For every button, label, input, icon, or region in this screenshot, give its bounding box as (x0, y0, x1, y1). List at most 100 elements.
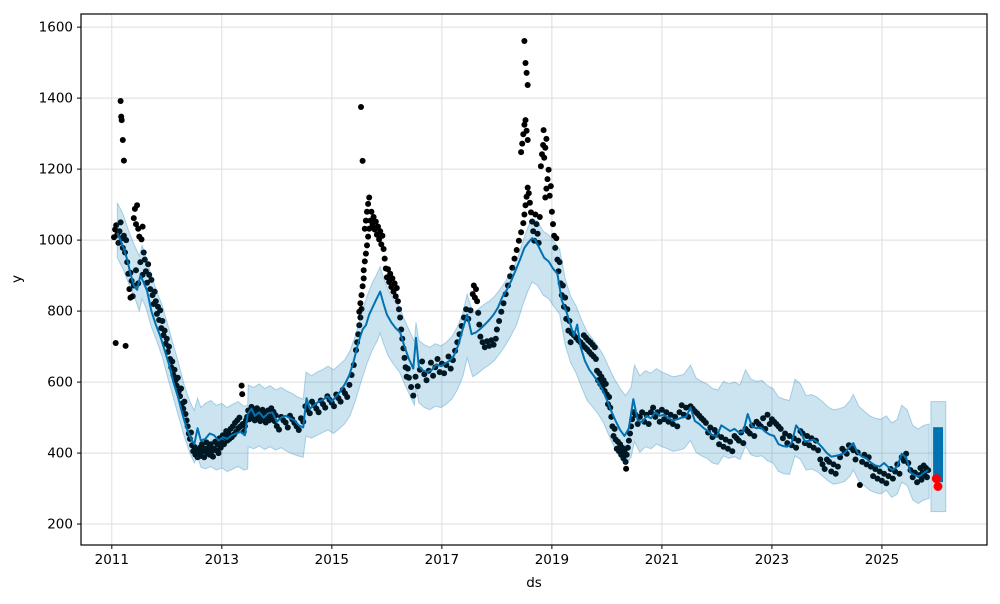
observed-point (676, 409, 683, 416)
observed-point (918, 476, 925, 483)
observed-point (490, 341, 497, 348)
observed-point (622, 458, 629, 465)
observed-point (181, 398, 188, 405)
observed-point (496, 318, 503, 324)
observed-point (872, 466, 879, 472)
observed-point (543, 185, 550, 192)
observed-point (404, 365, 411, 372)
observed-point (140, 249, 147, 256)
observed-point (445, 353, 452, 360)
observed-point (423, 377, 430, 384)
observed-point (427, 359, 434, 366)
observed-point (151, 288, 158, 295)
observed-point (120, 157, 127, 164)
observed-point (870, 473, 877, 480)
observed-point (139, 223, 146, 230)
observed-point (379, 232, 386, 239)
x-tick-label: 2025 (865, 552, 899, 568)
observed-point (389, 275, 396, 282)
highlighted-point (933, 481, 943, 491)
observed-point (147, 286, 154, 293)
observed-point (533, 221, 540, 228)
observed-point (130, 215, 137, 222)
axes-layer: 2011 2013 2015 2017 2019 2021 2023 2025 200 400 60… (39, 13, 988, 568)
observed-point (650, 404, 657, 411)
observed-point (545, 166, 552, 173)
observed-point (137, 259, 144, 266)
observed-point (889, 475, 896, 482)
observed-point (391, 280, 398, 287)
observed-point (500, 300, 507, 307)
observed-point (661, 416, 668, 423)
observed-point (881, 470, 888, 477)
observed-point (174, 374, 181, 381)
observed-point (358, 292, 365, 299)
observed-point (357, 314, 364, 321)
observed-point (396, 306, 402, 313)
observed-point (447, 365, 454, 372)
observed-point (530, 228, 537, 235)
observed-point (702, 419, 709, 426)
observed-point (914, 479, 921, 486)
observed-point (359, 283, 366, 290)
observed-point (727, 438, 734, 445)
observed-point (509, 264, 516, 271)
observed-point (295, 427, 302, 433)
observed-point (476, 321, 483, 328)
x-axis-label: ds (526, 575, 542, 591)
x-tick-label: 2021 (645, 552, 679, 568)
observed-point (746, 430, 753, 437)
observed-point (238, 382, 245, 389)
observed-point (419, 358, 426, 365)
observed-point (647, 409, 654, 416)
observed-point (368, 208, 375, 215)
observed-point (627, 430, 633, 437)
observed-point (276, 426, 282, 433)
observed-point (707, 424, 714, 431)
uncertainty-band (116, 202, 930, 505)
observed-point (718, 434, 725, 441)
observed-point (112, 340, 119, 346)
observed-point (148, 276, 155, 283)
observed-point (523, 127, 530, 134)
observed-point (740, 440, 747, 447)
observed-point (521, 211, 528, 218)
observed-point (364, 208, 370, 215)
observed-point (134, 202, 141, 209)
observed-point (656, 418, 663, 425)
observed-point (498, 308, 505, 315)
y-tick-label: 1000 (39, 233, 73, 249)
observed-point (924, 474, 930, 481)
observed-point (511, 255, 518, 262)
observed-point (760, 415, 767, 422)
observed-point (751, 433, 758, 439)
observed-point (357, 300, 364, 307)
observed-point (729, 448, 736, 455)
observed-point (441, 370, 448, 377)
forecast-line (116, 232, 929, 478)
observed-point (157, 307, 164, 314)
observed-point (282, 419, 289, 426)
observed-point (401, 354, 408, 361)
observed-point (405, 374, 412, 381)
observed-point (171, 366, 178, 373)
observed-point (674, 423, 681, 430)
x-tick-label: 2017 (425, 552, 459, 568)
observed-point (537, 163, 544, 170)
observed-point (896, 470, 903, 477)
observed-point (393, 285, 400, 291)
observed-point (553, 235, 560, 242)
observed-point (782, 430, 789, 437)
future-forecast-block (933, 427, 943, 483)
observed-point (795, 437, 802, 444)
observed-point (764, 411, 771, 418)
observed-point (885, 473, 892, 480)
observed-point (381, 255, 388, 262)
observed-point (387, 270, 394, 277)
observed-point (473, 286, 479, 293)
y-tick-label: 1200 (39, 162, 73, 178)
observed-point (521, 121, 528, 128)
observed-point (522, 202, 529, 209)
observed-point (556, 259, 563, 266)
